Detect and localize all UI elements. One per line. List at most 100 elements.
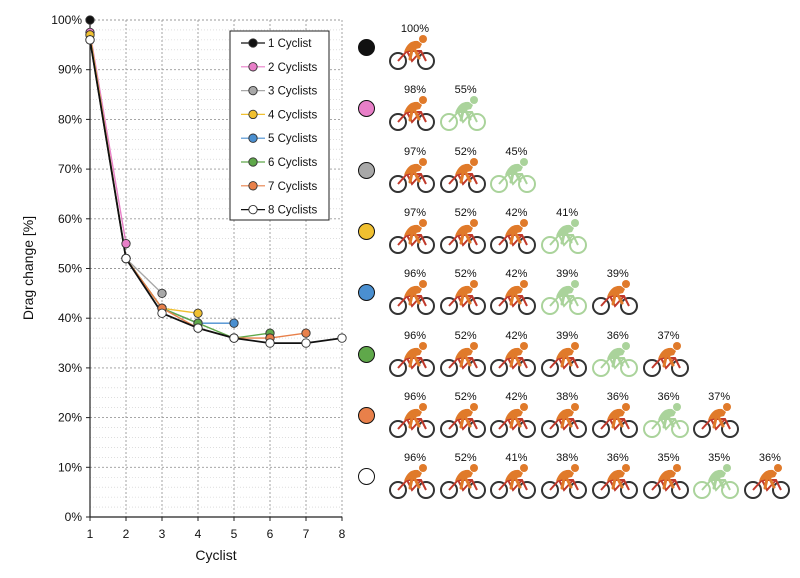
rider: 52% <box>439 194 489 256</box>
rider: 52% <box>439 255 489 317</box>
x-tick-label: 8 <box>339 527 346 541</box>
rider-drag-label: 96% <box>403 390 427 403</box>
y-tick-label: 50% <box>58 262 82 276</box>
rider-drag-label: 52% <box>454 390 477 403</box>
legend-label: 5 Cyclists <box>268 133 317 145</box>
formation-row: 96% 52% 42% 39% 36% 37% <box>350 317 800 379</box>
formation-row: 96% 52% 42% 39% 39% <box>350 255 800 317</box>
formation-row: 96% 52% 41% 38% 36% 35% 35% 36% <box>350 439 800 501</box>
rider: 37% <box>692 378 742 440</box>
y-tick-label: 20% <box>58 411 82 425</box>
data-point <box>85 15 95 25</box>
rider-drag-label: 97% <box>403 145 427 158</box>
rider-drag-label: 52% <box>454 452 477 465</box>
rider: 38% <box>540 378 590 440</box>
data-point <box>337 333 347 343</box>
rider-drag-label: 38% <box>556 452 579 465</box>
y-tick-label: 10% <box>58 460 82 474</box>
group-color-marker <box>358 406 375 424</box>
series-line <box>89 32 127 244</box>
series-points <box>85 15 347 348</box>
rider: 98% <box>388 71 438 133</box>
legend-marker <box>248 181 258 191</box>
rider-drag-label: 41% <box>556 206 579 219</box>
rider: 52% <box>439 378 489 440</box>
group-color-marker <box>358 222 375 240</box>
legend-marker <box>248 133 258 143</box>
rider-drag-label: 36% <box>606 390 629 403</box>
x-tick-label: 5 <box>231 527 238 541</box>
rider-drag-label: 36% <box>606 329 629 342</box>
rider-drag-label: 42% <box>505 268 528 281</box>
group-color-marker <box>358 345 375 363</box>
group-color-marker <box>358 468 375 486</box>
data-point <box>301 338 311 348</box>
series-line <box>89 39 343 345</box>
y-tick-label: 100% <box>51 13 82 27</box>
rider-drag-label: 52% <box>454 145 477 158</box>
formation-panel: 100% 98% 55% 97% 52% 45% 97% 52% 42% 41% 96% 52% 42%… <box>350 0 800 578</box>
legend-label: 4 Cyclists <box>268 109 317 121</box>
rider-drag-label: 35% <box>708 452 731 465</box>
rider-drag-label: 35% <box>657 452 680 465</box>
data-point <box>193 308 203 318</box>
rider: 36% <box>591 378 641 440</box>
formation-row: 97% 52% 42% 41% <box>350 194 800 256</box>
rider: 41% <box>540 194 590 256</box>
rider: 35% <box>642 439 692 501</box>
rider: 39% <box>540 255 590 317</box>
x-tick-label: 4 <box>195 527 202 541</box>
rider-drag-label: 41% <box>505 452 528 465</box>
data-point <box>229 333 239 343</box>
legend-marker <box>248 204 258 215</box>
legend-marker <box>248 109 258 120</box>
rider: 96% <box>388 255 438 317</box>
rider-drag-label: 38% <box>556 390 579 403</box>
legend-label: 6 Cyclists <box>268 157 317 169</box>
y-tick-label: 60% <box>58 212 82 226</box>
data-point <box>193 323 203 333</box>
group-color-marker <box>358 39 375 56</box>
x-tick-label: 1 <box>87 527 94 541</box>
x-tick-label: 7 <box>303 527 310 541</box>
rider: 37% <box>642 317 692 379</box>
x-tick-label: 2 <box>123 527 130 541</box>
rider: 38% <box>540 439 590 501</box>
legend-marker <box>248 157 258 167</box>
rider-drag-label: 97% <box>403 206 427 219</box>
rider-drag-label: 36% <box>606 452 629 465</box>
rider: 42% <box>489 255 539 317</box>
y-tick-label: 80% <box>58 112 82 126</box>
rider-drag-label: 39% <box>556 268 579 281</box>
legend-label: 2 Cyclists <box>268 62 317 74</box>
legend-box <box>229 30 330 221</box>
legend-label: 3 Cyclists <box>268 86 317 98</box>
rider: 52% <box>439 133 489 195</box>
x-axis-label: Cyclist <box>195 547 236 563</box>
group-color-marker <box>358 161 375 179</box>
formation-row: 97% 52% 45% <box>350 133 800 195</box>
rider: 39% <box>540 317 590 379</box>
data-point <box>85 35 95 45</box>
data-point <box>265 338 275 348</box>
rider: 96% <box>388 317 438 379</box>
drag-change-chart: 0% 10% 20% 30% 40% 50% 60% 70% 80% 90% 100% 1 2 3 4 5 6… <box>20 13 347 563</box>
legend-marker <box>248 85 258 96</box>
rider-drag-label: 42% <box>505 206 528 219</box>
rider-drag-label: 37% <box>708 390 731 403</box>
rider-drag-label: 45% <box>505 145 528 158</box>
rider: 36% <box>743 439 793 501</box>
rider: 97% <box>388 194 438 256</box>
rider-drag-label: 98% <box>403 84 427 97</box>
rider-drag-label: 42% <box>505 329 528 342</box>
rider: 36% <box>642 378 692 440</box>
rider: 35% <box>692 439 742 501</box>
rider-drag-label: 36% <box>758 452 781 465</box>
rider: 36% <box>591 317 641 379</box>
rider-drag-label: 39% <box>556 329 579 342</box>
x-tick-labels: 1 2 3 4 5 6 7 8 <box>87 517 346 541</box>
legend-marker <box>248 62 258 72</box>
formation-row: 98% 55% <box>350 71 800 133</box>
rider-drag-label: 36% <box>657 390 680 403</box>
x-tick-label: 3 <box>159 527 166 541</box>
